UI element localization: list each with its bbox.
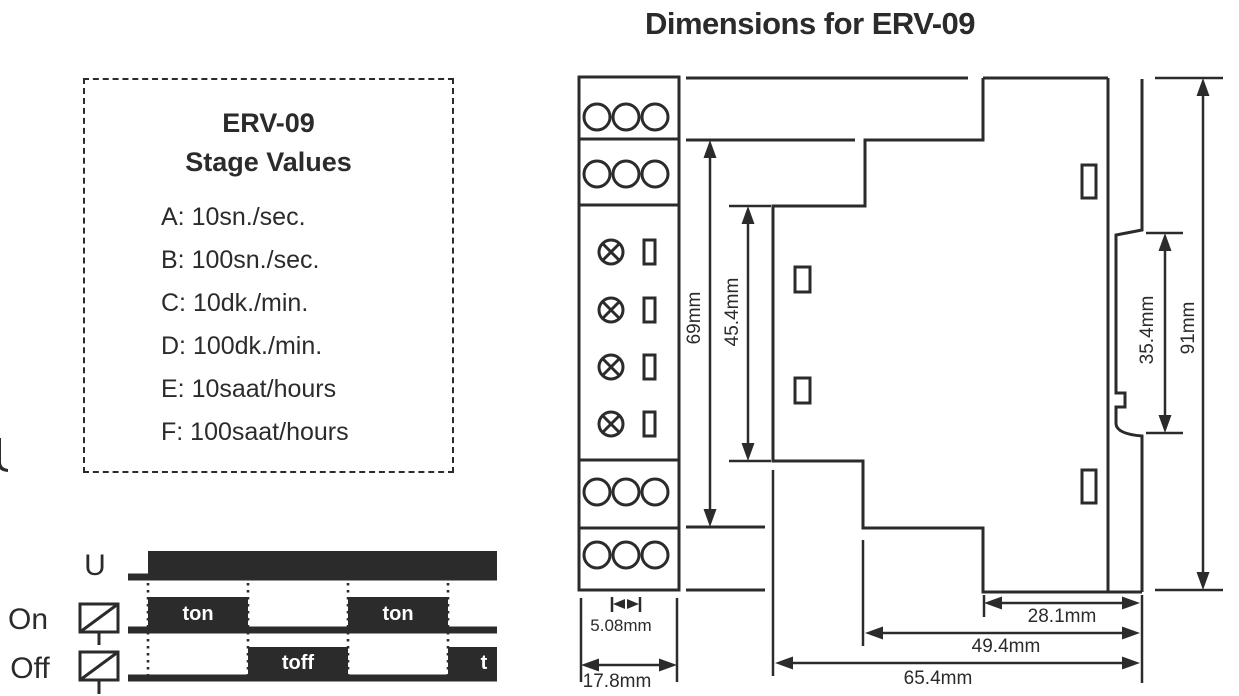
stage-values-box: ERV-09 Stage Values A: 10sn./sec. B: 100…: [83, 78, 454, 473]
t-pulse: [448, 647, 497, 676]
relay-on-icon: [78, 602, 120, 645]
dim-5-08mm: 5.08mm: [590, 616, 651, 635]
dim-28-1mm: 28.1mm: [1028, 606, 1097, 627]
stage-value-item: F: 100saat/hours: [161, 418, 349, 446]
ton-pulse-1: [148, 597, 248, 628]
dimension-lines: 69mm 45.4mm 35.4mm 91mm 5.08mm 17.8mm 28…: [579, 76, 1223, 692]
stage-value-item: E: 10saat/hours: [161, 375, 337, 403]
timing-diagram: U On Off ton ton toff t: [0, 438, 497, 694]
terminal-screws: [582, 102, 670, 570]
dim-65-4mm: 65.4mm: [904, 668, 973, 689]
stage-value-item: C: 10dk./min.: [161, 289, 309, 317]
dimensions-title: Dimensions for ERV-09: [644, 6, 976, 41]
on-signal-label: On: [8, 603, 48, 636]
signal-baselines: [128, 573, 497, 682]
stage-values-heading: Stage Values: [185, 147, 352, 177]
relay-off-icon: [78, 650, 120, 694]
dim-91mm: 91mm: [1178, 302, 1199, 355]
dim-35-4mm: 35.4mm: [1137, 296, 1158, 365]
rail-clip-slots: [1080, 163, 1098, 505]
dimension-arrowheads: [581, 78, 1210, 672]
signal-bars: [148, 551, 497, 676]
toff-pulse: [248, 647, 348, 676]
ton-label-2: ton: [382, 603, 413, 625]
dim-49-4mm: 49.4mm: [972, 636, 1041, 657]
ton-pulse-2: [348, 597, 448, 628]
stage-value-item: A: 10sn./sec.: [161, 203, 306, 231]
u-high-bar: [148, 551, 497, 575]
toff-label: toff: [282, 652, 315, 674]
u-signal-label: U: [84, 549, 106, 582]
stage-values-model: ERV-09: [222, 108, 315, 138]
stage-value-item: B: 100sn./sec.: [161, 246, 320, 274]
led-indicator-icons: [597, 238, 625, 438]
selector-slots: [642, 238, 657, 438]
off-signal-label: Off: [10, 652, 50, 685]
side-view: [686, 76, 1144, 594]
dim-17-8mm: 17.8mm: [583, 671, 652, 692]
stage-value-item: D: 100dk./min.: [161, 332, 323, 360]
dim-69mm: 69mm: [684, 292, 705, 345]
ton-label-1: ton: [182, 603, 213, 625]
front-view: [577, 75, 681, 592]
cropped-glyph: [0, 438, 8, 472]
stage-values-list: A: 10sn./sec. B: 100sn./sec. C: 10dk./mi…: [85, 196, 452, 454]
housing-slots: [793, 265, 812, 405]
t-label: t: [481, 652, 488, 674]
dim-45-4mm: 45.4mm: [722, 278, 743, 347]
